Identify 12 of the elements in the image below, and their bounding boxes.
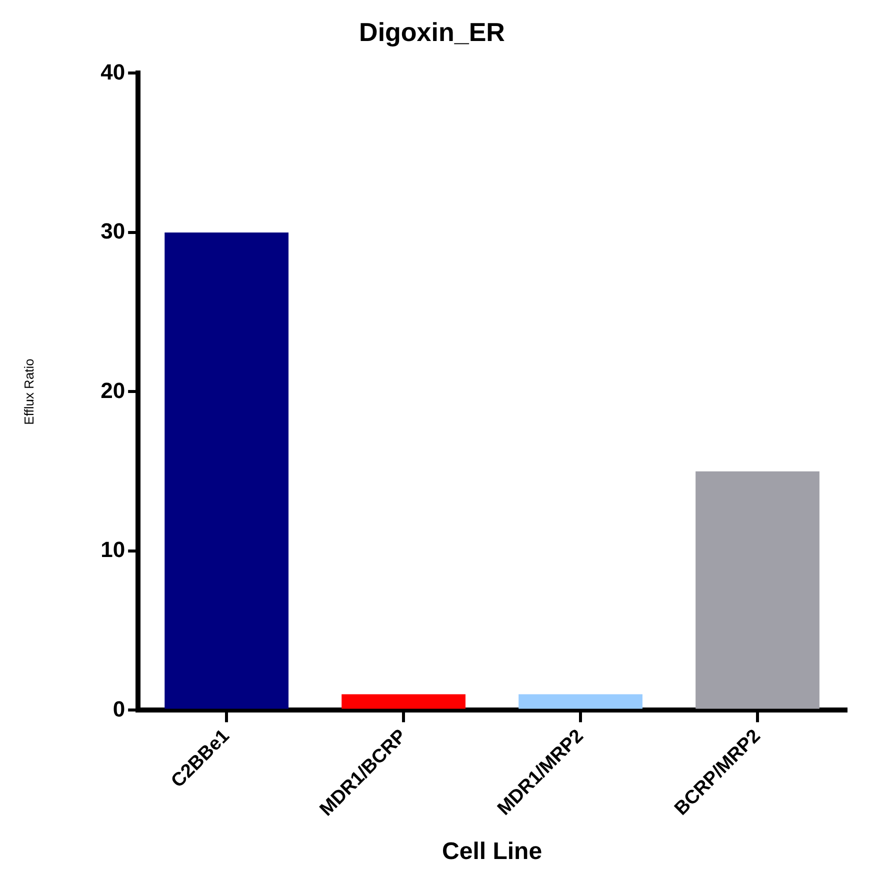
bar xyxy=(696,471,820,709)
bar xyxy=(342,694,466,709)
y-tick-label: 0 xyxy=(112,696,126,722)
chart-title: Digoxin_ER xyxy=(359,16,506,47)
bar xyxy=(518,694,642,709)
y-axis-title: Efflux Ratio xyxy=(21,358,36,425)
y-tick-label: 20 xyxy=(100,378,126,403)
y-tick-label: 40 xyxy=(100,59,126,84)
y-tick-label: 30 xyxy=(100,218,126,244)
bar xyxy=(164,232,289,709)
y-tick-label: 10 xyxy=(100,537,126,562)
x-axis-title: Cell Line xyxy=(442,838,542,866)
